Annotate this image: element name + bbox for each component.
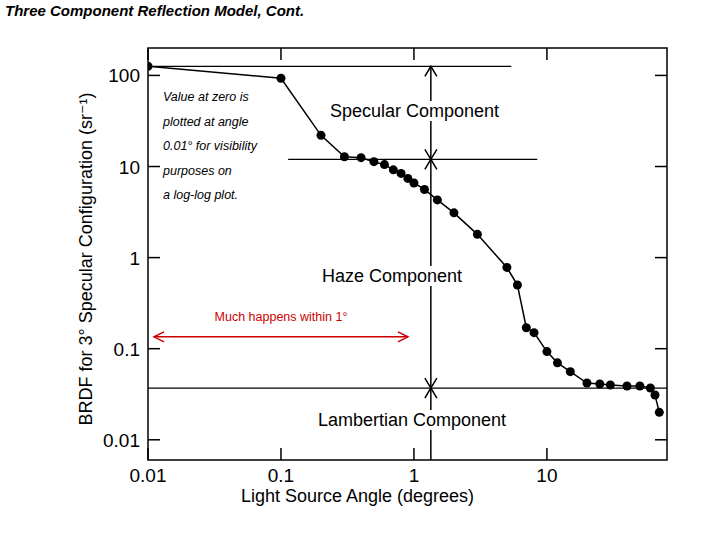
data-point xyxy=(340,152,349,161)
x-axis-label: Light Source Angle (degrees) xyxy=(241,486,474,506)
data-point xyxy=(409,178,418,187)
x-tick xyxy=(147,448,149,460)
data-point xyxy=(522,323,531,332)
x-tick-label: 0.01 xyxy=(130,465,167,486)
data-point xyxy=(582,379,591,388)
y-tick xyxy=(655,257,667,259)
data-group xyxy=(148,62,664,417)
x-tick-label: 10 xyxy=(536,465,557,486)
arrow-head xyxy=(398,332,408,342)
data-point xyxy=(635,381,644,390)
y-tick xyxy=(655,166,667,168)
reference-line xyxy=(288,159,537,160)
x-tick xyxy=(546,48,548,60)
label-background xyxy=(328,101,501,121)
y-axis-label: BRDF for 3° Specular Configuration (sr⁻¹… xyxy=(76,93,96,426)
data-point xyxy=(389,165,398,174)
x-tick xyxy=(280,448,282,460)
arrow-head xyxy=(425,388,437,398)
data-point xyxy=(651,391,660,400)
y-tick-label: 0.1 xyxy=(114,339,140,360)
label-background xyxy=(320,266,464,286)
title: Three Component Reflection Model, Cont. xyxy=(5,2,304,19)
data-point xyxy=(276,74,285,83)
x-tick xyxy=(147,48,149,60)
data-point xyxy=(420,185,429,194)
y-tick xyxy=(148,439,160,441)
data-point xyxy=(622,381,631,390)
arrow-head xyxy=(425,378,437,388)
data-point xyxy=(542,347,551,356)
y-tick-label: 10 xyxy=(119,157,140,178)
data-point xyxy=(513,281,522,290)
note-text: plotted at angle xyxy=(162,115,249,129)
data-point xyxy=(553,358,562,367)
label-background xyxy=(316,410,508,430)
note-text: 0.01° for visibility xyxy=(163,139,258,153)
component-label: Lambertian Component xyxy=(318,410,506,430)
data-point xyxy=(655,408,664,417)
data-point xyxy=(449,208,458,217)
x-tick xyxy=(280,48,282,60)
y-tick xyxy=(148,75,160,77)
y-tick xyxy=(148,348,160,350)
x-tick xyxy=(413,448,415,460)
data-point xyxy=(357,153,366,162)
reference-line xyxy=(148,66,511,67)
y-tick xyxy=(655,348,667,350)
arrow-head xyxy=(425,66,437,76)
y-tick xyxy=(148,257,160,259)
note-text: a log-log plot. xyxy=(163,188,238,202)
data-point xyxy=(148,62,153,71)
data-point xyxy=(530,328,539,337)
component-label: Specular Component xyxy=(330,101,499,121)
x-tick xyxy=(413,48,415,60)
data-point xyxy=(317,131,326,140)
y-tick-label: 0.01 xyxy=(103,430,140,451)
y-tick xyxy=(148,166,160,168)
chart: Three Component Reflection Model, Cont. 0… xyxy=(0,0,720,540)
data-point xyxy=(473,230,482,239)
data-point xyxy=(433,195,442,204)
y-tick-label: 1 xyxy=(129,248,140,269)
data-point xyxy=(566,367,575,376)
arrow-head xyxy=(154,332,164,342)
reference-line xyxy=(148,387,667,388)
arrow-head xyxy=(425,149,437,159)
x-tick-label: 1 xyxy=(409,465,420,486)
plot-frame xyxy=(148,48,667,460)
span-label: Much happens within 1° xyxy=(215,310,348,324)
data-point xyxy=(595,379,604,388)
arrow-head xyxy=(425,159,437,169)
y-tick xyxy=(655,439,667,441)
data-point xyxy=(380,160,389,169)
data-point xyxy=(606,380,615,389)
y-tick xyxy=(655,75,667,77)
note-text: Value at zero is xyxy=(163,90,249,104)
x-tick-label: 0.1 xyxy=(268,465,294,486)
data-point xyxy=(369,157,378,166)
span-arrow xyxy=(154,336,408,338)
note-text: purposes on xyxy=(162,164,232,178)
component-label: Haze Component xyxy=(322,266,462,286)
data-point xyxy=(502,263,511,272)
x-tick xyxy=(546,448,548,460)
data-line xyxy=(148,66,659,412)
y-tick-label: 100 xyxy=(108,65,140,86)
